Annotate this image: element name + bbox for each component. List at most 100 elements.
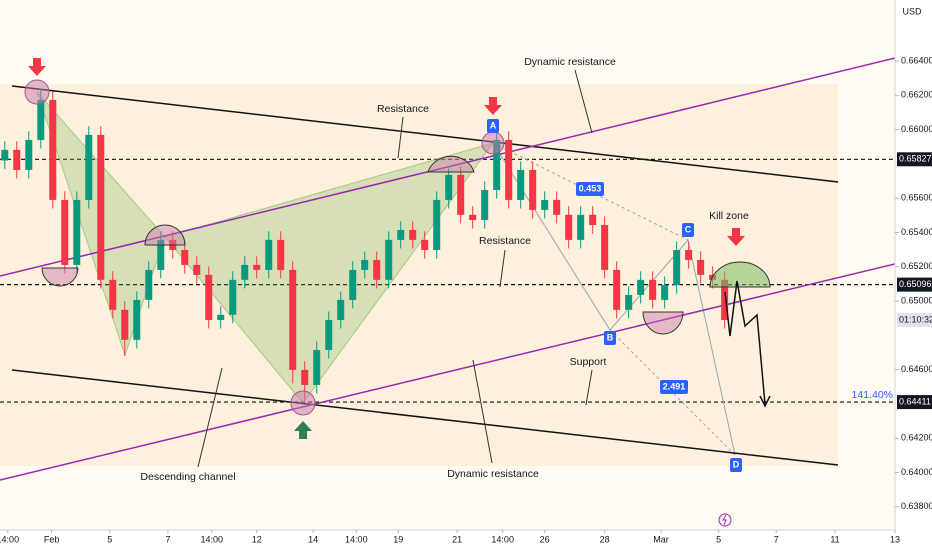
y-tick-label: 0.66400	[901, 55, 932, 65]
candle-body	[625, 294, 633, 310]
price-axis	[895, 0, 932, 550]
candle-body	[37, 99, 45, 140]
point-box	[682, 223, 694, 237]
candle-body	[253, 264, 261, 270]
x-tick-label: 21	[452, 534, 462, 544]
x-tick-label: Feb	[44, 534, 60, 544]
candle-body	[133, 299, 141, 340]
x-tick-label: 11	[830, 534, 839, 544]
candle-body	[589, 214, 597, 225]
price-level-box	[897, 277, 932, 292]
price-level-box	[897, 152, 932, 167]
candle-body	[541, 199, 549, 210]
x-tick-label: 13	[890, 534, 900, 544]
y-tick-label: 0.65200	[901, 261, 932, 271]
pointer-line	[197, 367, 223, 468]
candle-body	[601, 224, 609, 270]
price-level-label: 0.64411	[899, 396, 931, 406]
candle-body	[97, 134, 105, 280]
pattern-triangle	[164, 142, 495, 404]
x-tick-label: 14:00	[345, 534, 368, 544]
candle-body	[301, 369, 309, 385]
y-tick-label: 0.64600	[901, 364, 932, 374]
projection-arrowhead	[759, 395, 771, 408]
touch-arc	[642, 311, 684, 335]
candle-body	[661, 284, 669, 300]
candle-body	[73, 199, 81, 265]
candle-body	[121, 309, 129, 340]
price-level-label: 0.65827	[899, 154, 932, 164]
projection-path	[724, 280, 766, 405]
candle-body	[361, 259, 369, 270]
x-tick-label: 7	[774, 534, 779, 544]
x-tick-label: 14:00	[491, 534, 514, 544]
y-tick-label: 0.65000	[901, 295, 932, 305]
pivot-circle	[24, 79, 50, 105]
time-axis	[0, 530, 895, 550]
annotation: Support	[570, 356, 607, 368]
countdown-label: 01:10:32	[899, 314, 932, 324]
axis-layer: 0.66400 0.66200 0.66000 0.65600 0.65400 0.652…	[0, 55, 932, 544]
candle-body	[409, 229, 417, 240]
x-tick-label: 5	[107, 534, 112, 544]
point-label: A	[490, 120, 497, 130]
currency-label: USD	[902, 6, 922, 16]
candle-body	[385, 239, 393, 280]
ratio-box	[576, 182, 604, 196]
pointer-line	[472, 359, 493, 464]
point-label: C	[685, 224, 692, 234]
candles-layer	[1, 88, 729, 401]
dynamic-resistance-line	[0, 57, 896, 277]
x-tick-label: 19	[393, 534, 403, 544]
price-level-label: 0.65096	[899, 279, 932, 289]
candle-body	[229, 279, 237, 315]
up-arrow	[294, 421, 312, 439]
annotation: Descending channel	[140, 471, 235, 483]
channel-zone	[0, 84, 838, 466]
down-arrow	[727, 228, 745, 246]
candle-body	[337, 299, 345, 320]
candle-body	[241, 264, 249, 280]
candle-body	[397, 229, 405, 240]
y-tick-label: 0.63800	[901, 501, 932, 511]
down-arrow	[484, 97, 502, 115]
touch-arc	[144, 224, 186, 246]
ratio-label: 2.491	[663, 381, 686, 391]
touch-arc	[41, 267, 79, 287]
candle-body	[145, 269, 153, 300]
candle-body	[613, 269, 621, 310]
point-box	[730, 458, 742, 472]
candle-body	[61, 199, 69, 265]
candle-body	[373, 259, 381, 280]
candle-body	[13, 149, 21, 170]
x-tick-label: 14:00	[200, 534, 223, 544]
candle-body	[289, 269, 297, 370]
candle-body	[421, 239, 429, 250]
x-tick-label: 28	[600, 534, 610, 544]
x-tick-label: 12	[252, 534, 262, 544]
candle-body	[685, 249, 693, 260]
candle-body	[565, 214, 573, 240]
candle-body	[181, 249, 189, 265]
pointer-line	[585, 369, 593, 406]
candle-body	[25, 139, 33, 170]
candle-body	[277, 239, 285, 270]
channel-top	[11, 85, 839, 183]
candle-body	[265, 239, 273, 270]
candle-body	[505, 139, 513, 200]
candle-body	[325, 319, 333, 350]
candle-body	[109, 279, 117, 310]
x-tick-label: 14:00	[0, 534, 19, 544]
annotation: Dynamic resistance	[447, 468, 539, 480]
candle-body	[193, 264, 201, 275]
annotation: Resistance	[377, 103, 429, 115]
event-icon[interactable]	[718, 513, 732, 527]
down-arrow	[28, 58, 46, 76]
price-level-box	[897, 395, 932, 410]
touch-arc	[427, 155, 475, 173]
candle-body	[157, 239, 165, 270]
pointer-line	[499, 249, 506, 288]
pattern-legs	[492, 142, 736, 456]
candle-body	[517, 169, 525, 200]
point-label: D	[733, 459, 740, 469]
